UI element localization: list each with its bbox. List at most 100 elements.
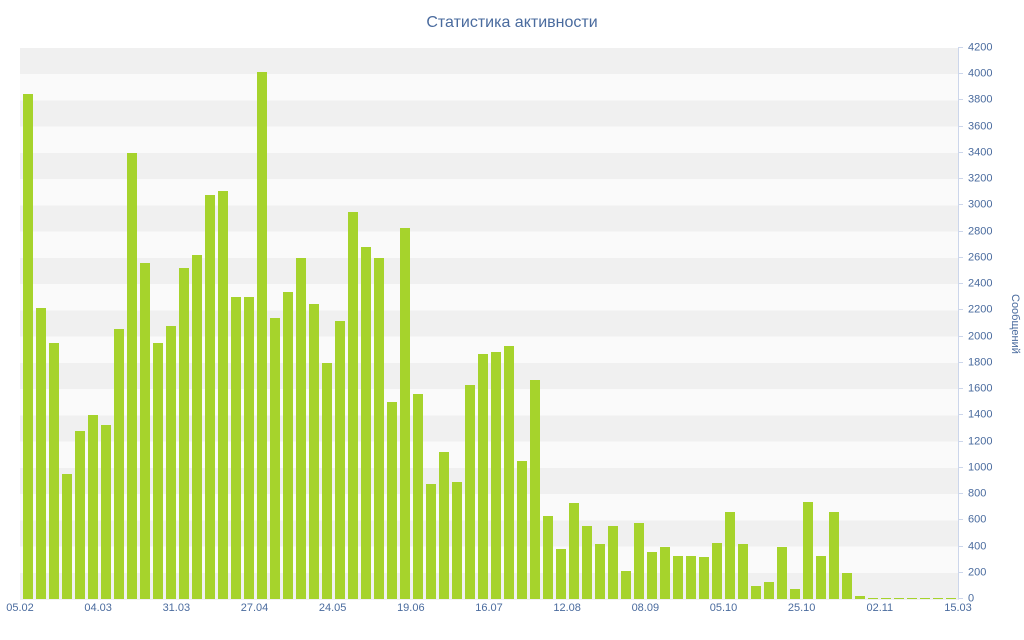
bar[interactable] xyxy=(217,191,228,599)
bar[interactable] xyxy=(74,431,85,599)
bar[interactable] xyxy=(854,596,865,599)
bar[interactable] xyxy=(516,461,527,599)
y-tick-label: 2000 xyxy=(968,330,993,343)
bar[interactable] xyxy=(672,555,683,599)
bar[interactable] xyxy=(425,483,436,599)
bar[interactable] xyxy=(724,512,735,599)
y-tick-mark xyxy=(958,47,963,48)
y-tick-label: 2400 xyxy=(968,277,993,290)
bar[interactable] xyxy=(477,353,488,599)
bar[interactable] xyxy=(646,551,657,599)
bar[interactable] xyxy=(412,394,423,599)
x-tick-label: 25.10 xyxy=(787,602,816,614)
bar[interactable] xyxy=(750,585,761,599)
y-tick-label: 0 xyxy=(968,592,975,605)
bar[interactable] xyxy=(191,255,202,599)
y-tick-mark xyxy=(958,519,963,521)
bar[interactable] xyxy=(100,424,111,599)
bar[interactable] xyxy=(763,581,774,599)
bar[interactable] xyxy=(22,93,33,599)
bar[interactable] xyxy=(308,303,319,599)
y-tick-label: 1200 xyxy=(968,435,993,448)
bar[interactable] xyxy=(87,415,98,599)
bar[interactable] xyxy=(932,598,943,599)
bar[interactable] xyxy=(178,268,189,599)
bar[interactable] xyxy=(386,402,397,599)
bar[interactable] xyxy=(555,549,566,599)
y-tick-mark xyxy=(958,230,963,232)
bar[interactable] xyxy=(685,555,696,599)
bar[interactable] xyxy=(230,297,241,599)
bar[interactable] xyxy=(607,525,618,599)
bar[interactable] xyxy=(165,326,176,599)
bar[interactable] xyxy=(867,597,878,599)
y-tick-mark xyxy=(958,440,963,442)
y-tick-label: 4200 xyxy=(968,41,993,54)
bar[interactable] xyxy=(61,474,72,599)
y-tick-label: 400 xyxy=(968,540,987,553)
bar[interactable] xyxy=(737,543,748,599)
bar[interactable] xyxy=(360,247,371,599)
y-tick-mark xyxy=(958,256,963,258)
bar[interactable] xyxy=(841,572,852,599)
bar[interactable] xyxy=(568,503,579,599)
bar[interactable] xyxy=(828,512,839,599)
y-tick-mark xyxy=(958,204,963,206)
bar[interactable] xyxy=(490,352,501,599)
y-tick-mark xyxy=(958,99,963,101)
bar[interactable] xyxy=(542,516,553,599)
bar[interactable] xyxy=(295,257,306,599)
bar[interactable] xyxy=(113,328,124,599)
x-tick-label: 02.11 xyxy=(866,602,894,614)
bar[interactable] xyxy=(594,543,605,599)
bar[interactable] xyxy=(815,555,826,599)
bar[interactable] xyxy=(711,542,722,599)
bar[interactable] xyxy=(152,343,163,599)
bar[interactable] xyxy=(880,597,891,599)
y-axis-title: Сообщений xyxy=(1006,48,1024,599)
bar[interactable] xyxy=(126,152,137,599)
y-tick-label: 3000 xyxy=(968,198,993,211)
y-tick-mark xyxy=(958,125,963,127)
bar[interactable] xyxy=(347,212,358,599)
bar[interactable] xyxy=(139,263,150,599)
bar[interactable] xyxy=(282,292,293,599)
bar[interactable] xyxy=(789,588,800,599)
x-tick-label: 16.07 xyxy=(475,602,503,614)
bar[interactable] xyxy=(633,522,644,599)
bar[interactable] xyxy=(698,557,709,599)
bar[interactable] xyxy=(373,257,384,599)
bar[interactable] xyxy=(919,598,930,599)
bar[interactable] xyxy=(893,597,904,599)
bar[interactable] xyxy=(620,571,631,599)
bar[interactable] xyxy=(256,71,267,599)
bar[interactable] xyxy=(945,598,956,599)
bar[interactable] xyxy=(659,546,670,599)
bar[interactable] xyxy=(243,297,254,599)
bar[interactable] xyxy=(399,227,410,599)
bar[interactable] xyxy=(529,379,540,599)
bar[interactable] xyxy=(269,318,280,599)
y-tick-mark xyxy=(958,493,963,495)
y-tick-mark xyxy=(958,466,963,468)
bars xyxy=(20,48,958,599)
bar[interactable] xyxy=(776,546,787,599)
bar[interactable] xyxy=(802,501,813,599)
bar[interactable] xyxy=(35,307,46,599)
bar[interactable] xyxy=(438,452,449,599)
bar[interactable] xyxy=(581,525,592,599)
x-tick-label: 05.02 xyxy=(6,602,34,614)
y-tick-label: 2200 xyxy=(968,303,993,316)
bar[interactable] xyxy=(503,345,514,599)
bar[interactable] xyxy=(321,362,332,599)
bar[interactable] xyxy=(906,598,917,599)
y-tick-label: 1400 xyxy=(968,408,993,421)
bar[interactable] xyxy=(48,343,59,599)
y-tick-label: 200 xyxy=(968,566,987,579)
bar[interactable] xyxy=(464,385,475,599)
bar[interactable] xyxy=(451,482,462,599)
y-tick-mark xyxy=(958,414,963,416)
bar[interactable] xyxy=(334,320,345,599)
bar[interactable] xyxy=(204,194,215,599)
